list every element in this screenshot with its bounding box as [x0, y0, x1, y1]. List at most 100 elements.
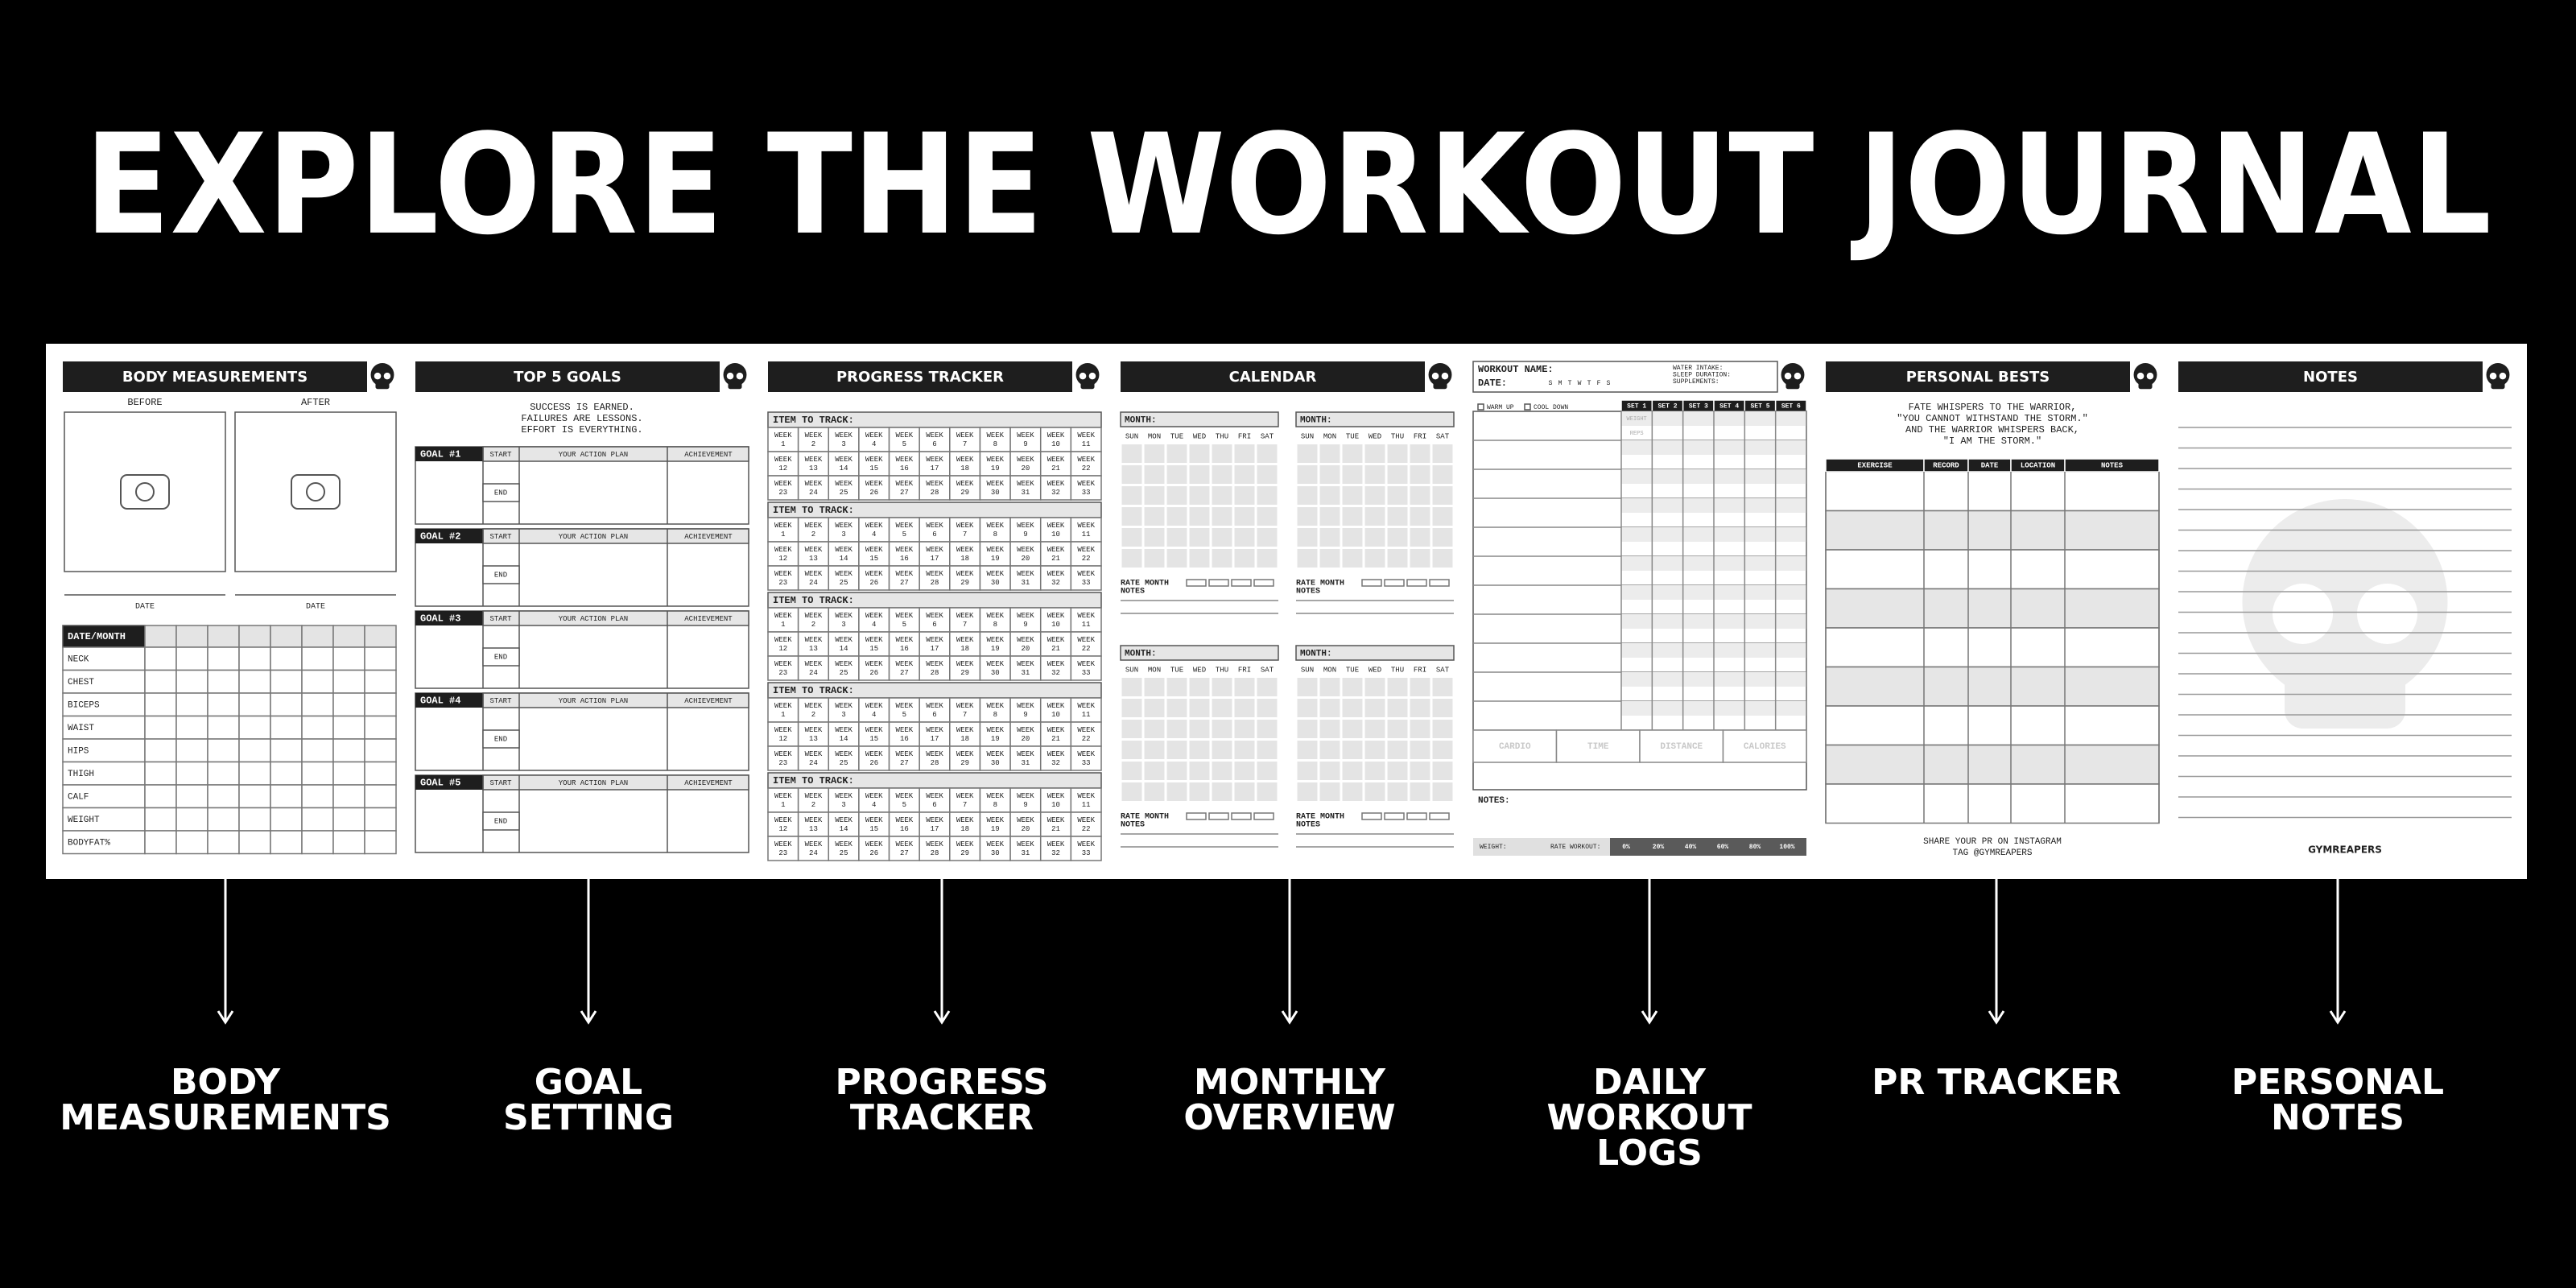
week-number: 27 — [900, 669, 909, 677]
week-word: WEEK — [805, 792, 823, 800]
week-number: 23 — [778, 579, 787, 587]
week-cell — [767, 811, 799, 837]
week-label: WEEK 26 — [865, 570, 883, 587]
week-number: 22 — [1082, 825, 1091, 833]
week-word: WEEK — [1077, 816, 1095, 824]
day-cell — [1410, 528, 1430, 547]
week-word: WEEK — [774, 570, 792, 578]
week-number: 8 — [993, 621, 997, 629]
arrow-head — [217, 1010, 234, 1025]
week-number: 32 — [1051, 759, 1060, 767]
cell — [364, 692, 397, 717]
weight-cell — [1682, 556, 1714, 571]
week-word: WEEK — [986, 660, 1004, 668]
week-label: WEEK 30 — [986, 840, 1004, 857]
day-cell — [1410, 699, 1430, 717]
week-label: WEEK 18 — [956, 456, 974, 473]
day-cell — [1387, 486, 1408, 505]
week-label: WEEK 31 — [1017, 570, 1034, 587]
label: DATE/MONTH — [68, 631, 126, 642]
week-word: WEEK — [774, 546, 792, 554]
week-word: WEEK — [896, 456, 914, 464]
week-word: WEEK — [774, 750, 792, 758]
day-cell — [1319, 782, 1340, 801]
logo — [2486, 363, 2510, 386]
week-label: WEEK 4 — [865, 522, 883, 539]
week-number: 27 — [900, 849, 909, 857]
week-label: WEEK 12 — [774, 636, 792, 653]
week-label: WEEK 1 — [774, 702, 792, 719]
week-label: WEEK 9 — [1017, 431, 1034, 448]
week-label: WEEK 21 — [1047, 816, 1065, 833]
week-number: 8 — [993, 440, 997, 448]
week-label: WEEK 21 — [1047, 546, 1065, 563]
week-word: WEEK — [1047, 840, 1065, 848]
label: END — [494, 735, 507, 743]
label: THU — [1391, 666, 1404, 674]
week-label: WEEK 19 — [986, 456, 1004, 473]
page-header: TOP 5 GOALS — [514, 369, 621, 386]
week-number: 26 — [869, 489, 878, 497]
weight-cell — [1714, 643, 1745, 658]
week-label: WEEK 4 — [865, 792, 883, 809]
camera-lens — [306, 482, 325, 502]
logo — [2133, 363, 2157, 386]
week-word: WEEK — [896, 750, 914, 758]
day-cell — [1297, 741, 1318, 759]
week-cell — [1039, 475, 1072, 501]
week-number: 21 — [1051, 555, 1060, 563]
week-cell — [797, 836, 830, 861]
day-cell — [1432, 782, 1453, 801]
weight-cell — [1744, 527, 1776, 542]
cell — [301, 646, 334, 671]
day-cell — [1166, 741, 1187, 759]
week-number: 14 — [840, 825, 848, 833]
day-cell — [1212, 762, 1232, 780]
week-word: WEEK — [1047, 792, 1065, 800]
week-word: WEEK — [1077, 750, 1095, 758]
weight-cell — [1714, 411, 1745, 426]
week-number: 10 — [1051, 621, 1060, 629]
rating-box — [1361, 812, 1382, 820]
label: "YOU CANNOT WITHSTAND THE STORM." — [1897, 413, 2088, 424]
record-row — [1825, 705, 2160, 746]
feature-label: LOGS — [1596, 1133, 1703, 1174]
end-box — [482, 565, 520, 584]
cell — [301, 761, 334, 786]
week-number: 3 — [841, 801, 845, 809]
label: START — [489, 779, 512, 787]
day-cell — [1234, 741, 1255, 759]
week-label: WEEK 22 — [1077, 456, 1095, 473]
week-label: WEEK 22 — [1077, 546, 1095, 563]
feature-label: DAILY — [1593, 1062, 1707, 1103]
week-cell — [888, 745, 920, 771]
day-cell — [1234, 486, 1255, 505]
label: MONTH: — [1300, 649, 1332, 658]
cell — [175, 784, 208, 809]
week-number: 12 — [778, 645, 787, 653]
week-number: 29 — [960, 759, 969, 767]
week-label: WEEK 7 — [956, 792, 974, 809]
week-cell — [767, 631, 799, 657]
week-label: WEEK 27 — [896, 840, 914, 857]
week-label: WEEK 14 — [835, 816, 852, 833]
week-cell — [797, 697, 830, 723]
week-number: 10 — [1051, 801, 1060, 809]
week-cell — [949, 836, 981, 861]
day-cell — [1234, 782, 1255, 801]
week-word: WEEK — [835, 570, 852, 578]
header-bar — [1121, 361, 1425, 392]
week-label: WEEK 6 — [926, 702, 943, 719]
week-word: WEEK — [805, 570, 823, 578]
cell — [144, 784, 177, 809]
week-number: 3 — [841, 530, 845, 539]
week-number: 6 — [932, 440, 936, 448]
label: T — [1568, 380, 1572, 387]
week-number: 13 — [809, 464, 818, 473]
day-cell — [1387, 762, 1408, 780]
label: RATE WORKOUT: — [1550, 844, 1600, 851]
week-word: WEEK — [865, 456, 883, 464]
week-word: WEEK — [1047, 456, 1065, 464]
week-label: WEEK 7 — [956, 431, 974, 448]
label: RATE MONTH — [1121, 813, 1169, 822]
